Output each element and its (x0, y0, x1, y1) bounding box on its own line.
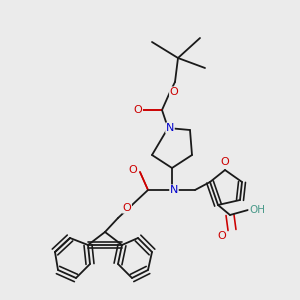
Text: O: O (134, 105, 142, 115)
Text: O: O (123, 203, 131, 213)
Text: N: N (170, 185, 178, 195)
Text: O: O (220, 157, 230, 167)
Text: N: N (166, 123, 174, 133)
Text: O: O (129, 165, 137, 175)
Text: OH: OH (249, 205, 265, 215)
Text: O: O (169, 87, 178, 97)
Text: O: O (218, 231, 226, 241)
